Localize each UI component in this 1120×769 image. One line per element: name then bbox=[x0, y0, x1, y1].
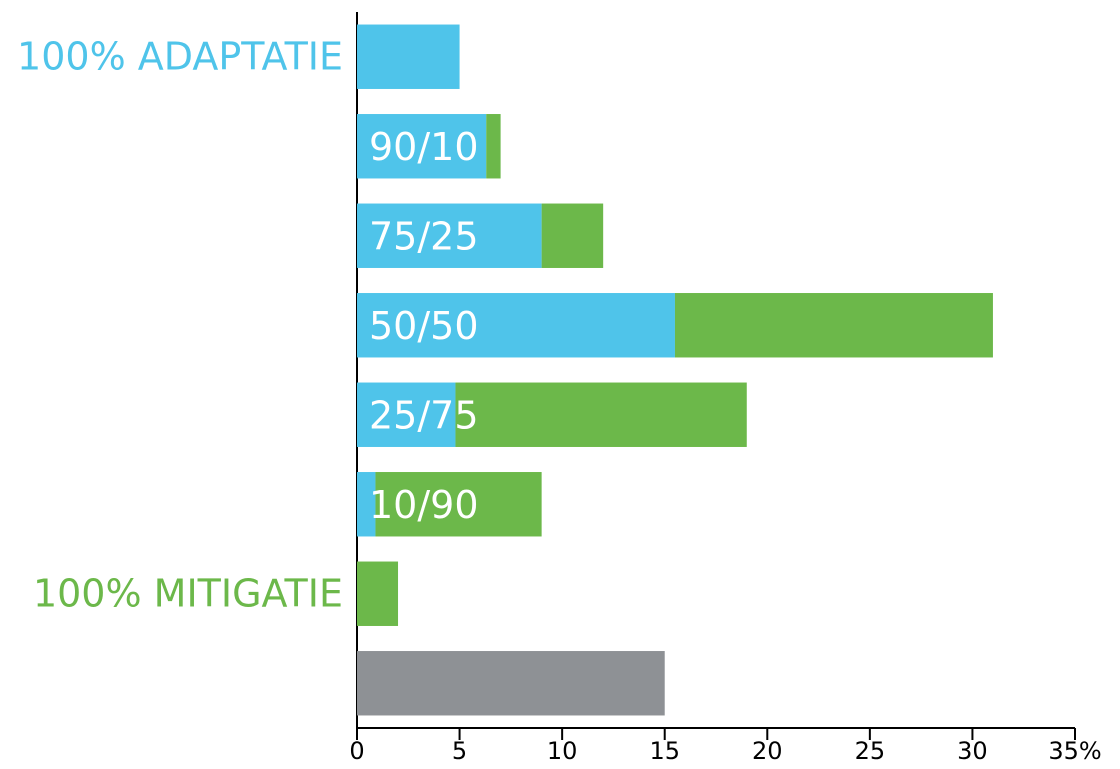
category-label: 10/90 bbox=[369, 483, 479, 527]
bar bbox=[486, 114, 501, 179]
bar bbox=[357, 114, 487, 179]
x-tick-label: 10 bbox=[547, 737, 578, 765]
category-label: 100% MITIGATIE bbox=[33, 571, 343, 615]
x-tick-label: 30 bbox=[957, 737, 988, 765]
bar bbox=[357, 561, 399, 626]
bar bbox=[357, 24, 460, 89]
x-tick-label: 25 bbox=[855, 737, 886, 765]
x-tick-label: 15 bbox=[649, 737, 680, 765]
x-tick-label: 5 bbox=[452, 737, 467, 765]
bar bbox=[455, 382, 747, 447]
category-label: 25/75 bbox=[369, 393, 479, 437]
bar bbox=[375, 472, 542, 537]
category-label: 75/25 bbox=[369, 214, 479, 258]
bar bbox=[357, 203, 542, 268]
bar bbox=[674, 293, 993, 358]
category-label: 50/50 bbox=[369, 304, 479, 348]
bar bbox=[357, 293, 675, 358]
x-tick-label: 20 bbox=[752, 737, 783, 765]
category-label: 100% ADAPTATIE bbox=[17, 34, 343, 78]
category-label: 90/10 bbox=[369, 125, 479, 169]
bar bbox=[357, 651, 665, 716]
bar bbox=[357, 382, 456, 447]
x-tick-label: 0 bbox=[349, 737, 364, 765]
x-tick-label: 35% bbox=[1048, 737, 1101, 765]
bar bbox=[357, 472, 376, 537]
bar bbox=[541, 203, 604, 268]
